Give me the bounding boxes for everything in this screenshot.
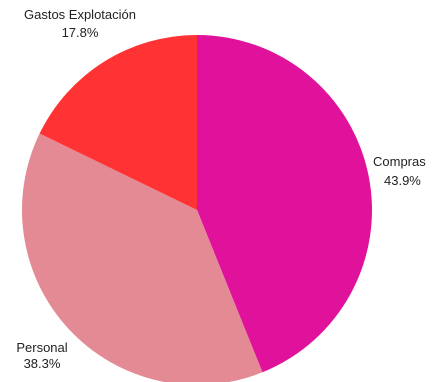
pie-slice-personal [22,133,263,382]
label-personal: Personal [16,340,67,355]
value-compras: 43.9% [384,173,421,188]
value-personal: 38.3% [24,356,61,371]
label-gastos-explotacion: Gastos Explotación [24,7,136,22]
value-gastos-explotacion: 17.8% [62,25,99,40]
pie-slices [22,35,372,382]
pie-slice-compras [197,35,372,373]
label-compras: Compras [373,154,426,169]
pie-slice-gastos-explotaci-n [39,35,197,210]
